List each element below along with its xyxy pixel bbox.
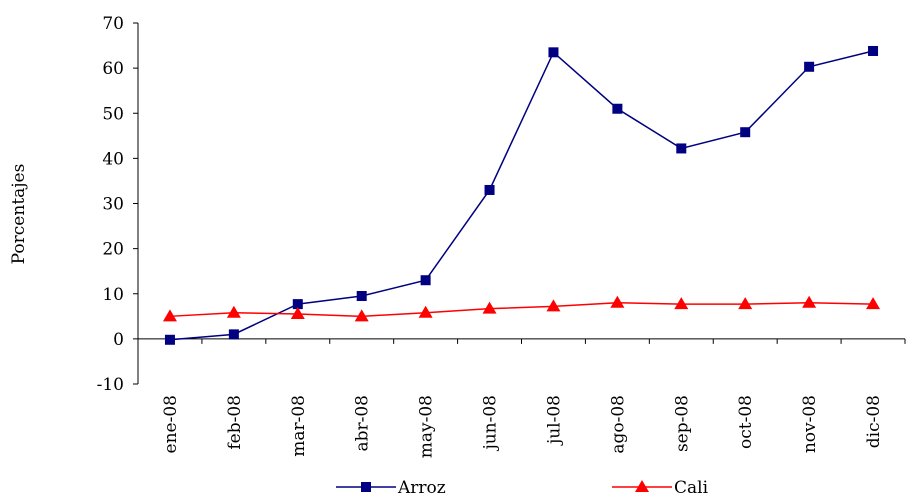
x-tick-label: jul-08 (544, 395, 564, 446)
y-tick-label: 40 (102, 149, 124, 169)
data-point-marker (738, 297, 753, 310)
legend-label: Cali (674, 478, 709, 495)
x-axis-ticks: ene-08 feb-08 mar-08 abr-08 may-08 jun-08 jul-… (137, 338, 906, 458)
legend-item: Arroz (336, 478, 446, 495)
series-cali (162, 295, 881, 322)
x-tick-label: mar-08 (289, 395, 309, 457)
y-tick-label: 60 (102, 59, 124, 79)
data-point-marker (740, 127, 751, 138)
series-line (169, 50, 874, 341)
data-point-marker (228, 329, 239, 340)
data-point-marker (420, 275, 431, 286)
y-tick-label: 50 (102, 104, 124, 124)
x-tick-label: dic-08 (864, 395, 884, 448)
data-point-marker (610, 295, 625, 308)
data-point-marker (866, 297, 881, 310)
chart-axes (137, 23, 905, 384)
y-tick-label: 20 (102, 240, 124, 260)
data-point-marker (804, 61, 815, 72)
y-tick-label: 10 (102, 285, 124, 305)
data-point-marker (164, 334, 175, 345)
data-point-marker (676, 143, 687, 154)
data-point-marker (802, 295, 817, 308)
x-tick-label: ene-08 (161, 395, 181, 453)
data-point-marker (868, 45, 879, 56)
y-tick-label: 30 (102, 195, 124, 215)
data-point-marker (548, 47, 559, 58)
data-point-marker (356, 291, 367, 302)
x-tick-label: abr-08 (353, 395, 373, 452)
y-tick-label: 70 (102, 14, 124, 34)
x-tick-label: feb-08 (225, 395, 245, 450)
data-point-marker (674, 297, 689, 310)
series-arroz (164, 45, 879, 345)
data-point-marker (612, 103, 623, 114)
x-tick-label: ago-08 (608, 395, 628, 454)
legend-marker (635, 480, 649, 492)
x-tick-label: jun-08 (481, 395, 501, 452)
x-tick-label: sep-08 (672, 395, 692, 452)
y-axis-ticks: -10 0 10 20 30 40 50 60 70 (97, 14, 138, 395)
data-point-marker (162, 309, 177, 322)
data-point-marker (354, 309, 369, 322)
legend-marker (361, 482, 371, 492)
x-tick-label: nov-08 (800, 395, 820, 453)
data-point-marker (546, 299, 561, 312)
legend-item: Cali (612, 478, 709, 495)
y-axis-label: Porcentajes (9, 164, 29, 265)
data-point-marker (292, 299, 303, 310)
data-point-marker (418, 305, 433, 318)
legend-label: Arroz (397, 478, 446, 495)
data-point-marker (482, 301, 497, 314)
x-tick-label: oct-08 (736, 395, 756, 449)
chart-series (162, 45, 881, 345)
data-point-marker (226, 305, 241, 318)
y-tick-label: -10 (97, 375, 124, 395)
chart-legend: Arroz Cali (336, 478, 709, 495)
data-point-marker (484, 184, 495, 195)
data-point-marker (290, 307, 305, 320)
y-tick-label: 0 (113, 330, 124, 350)
x-tick-label: may-08 (417, 395, 437, 458)
series-line (169, 302, 874, 318)
